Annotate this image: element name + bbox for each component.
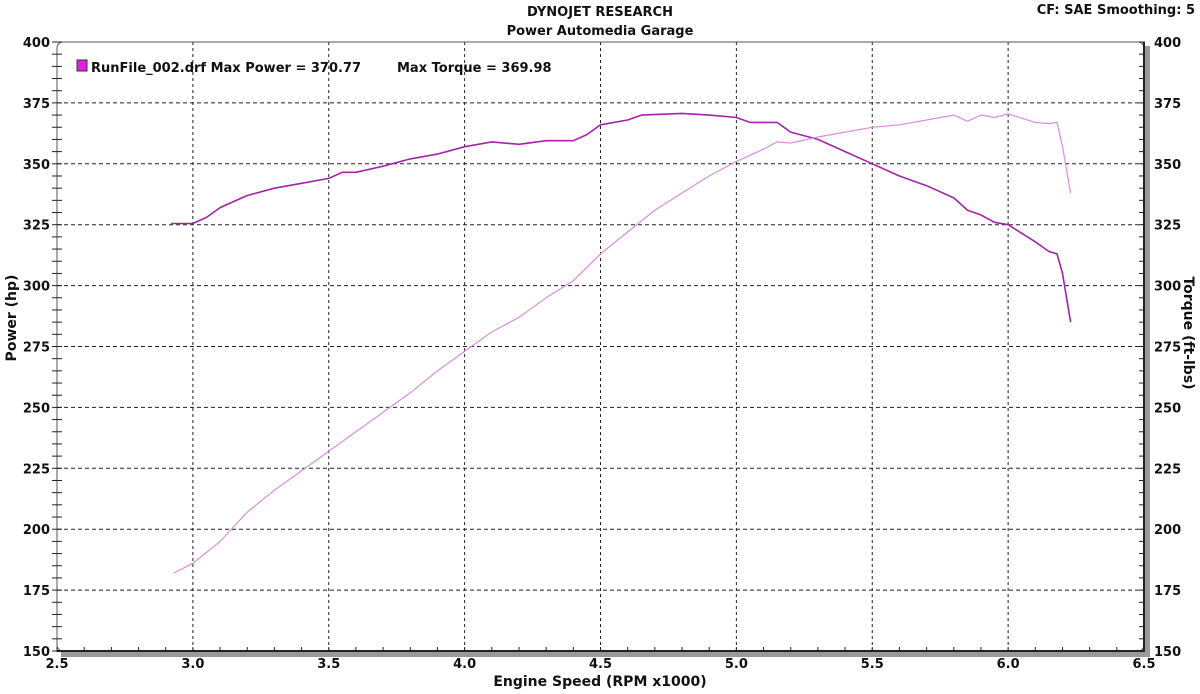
x-tick-label: 6.5	[1132, 657, 1155, 672]
y2-axis-title: Torque (ft-lbs)	[1180, 276, 1196, 389]
grid	[57, 42, 1144, 651]
settings-label: CF: SAE Smoothing: 5	[1037, 3, 1195, 18]
power-line	[171, 112, 1072, 323]
y-tick-label: 225	[23, 462, 50, 477]
torque-line	[173, 113, 1072, 574]
x-tick-label: 2.5	[45, 657, 68, 672]
x-tick-label: 5.0	[725, 657, 748, 672]
y2-tick-label: 225	[1154, 462, 1181, 477]
y2-axis-shadow	[1144, 46, 1150, 657]
y-tick-label: 275	[23, 341, 50, 356]
y-tick-label: 150	[23, 645, 50, 660]
legend-swatch	[76, 59, 88, 72]
y2-tick-label: 375	[1154, 97, 1181, 112]
y-tick-label: 400	[23, 36, 50, 51]
y2-tick-label: 250	[1154, 401, 1181, 416]
y2-tick-label: 275	[1154, 341, 1181, 356]
x-tick-label: 3.5	[317, 657, 340, 672]
x-tick-label: 4.0	[453, 657, 476, 672]
y-axis-title: Power (hp)	[4, 275, 20, 362]
x-tick-label: 5.5	[861, 657, 884, 672]
y-tick-label: 350	[23, 158, 50, 173]
x-tick-label: 3.0	[181, 657, 204, 672]
y2-tick-label: 300	[1154, 280, 1181, 295]
x-tick-label: 4.5	[589, 657, 612, 672]
x-tick-label: 6.0	[997, 657, 1020, 672]
y2-tick-label: 350	[1154, 158, 1181, 173]
chart-subtitle: Power Automedia Garage	[507, 24, 694, 39]
y-tick-label: 300	[23, 280, 50, 295]
y-tick-label: 375	[23, 97, 50, 112]
chart-title: DYNOJET RESEARCH	[527, 5, 673, 20]
x-axis-title: Engine Speed (RPM x1000)	[493, 674, 706, 690]
y-tick-label: 200	[23, 523, 50, 538]
y2-tick-label: 200	[1154, 523, 1181, 538]
y-tick-label: 175	[23, 584, 50, 599]
y-tick-label: 250	[23, 401, 50, 416]
y2-tick-label: 150	[1154, 645, 1181, 660]
y-tick-label: 325	[23, 219, 50, 234]
x-axis-shadow	[61, 651, 1146, 657]
y2-tick-label: 400	[1154, 36, 1181, 51]
series-group	[171, 112, 1072, 574]
y2-tick-label: 175	[1154, 584, 1181, 599]
legend-torque-label: Max Torque = 369.98	[397, 61, 552, 76]
y2-tick-label: 325	[1154, 219, 1181, 234]
legend-run-label: RunFile_002.drf Max Power = 370.77	[91, 61, 361, 76]
